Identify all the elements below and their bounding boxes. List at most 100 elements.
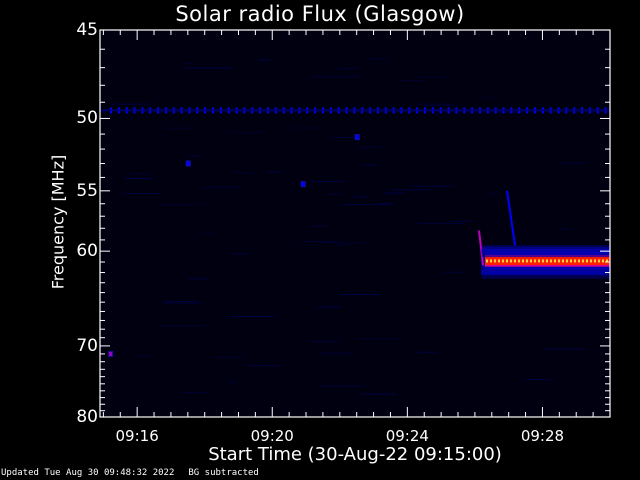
background-noise [189, 155, 201, 157]
burst-peak [606, 259, 608, 263]
background-noise [130, 173, 150, 175]
background-noise [203, 186, 241, 188]
burst-peak [550, 259, 552, 263]
background-noise [229, 316, 275, 317]
heatmap-layer [100, 58, 610, 395]
x-tick-label: 09:16 [115, 427, 159, 445]
background-noise [160, 325, 206, 327]
background-noise [413, 185, 454, 187]
background-noise [232, 253, 248, 255]
spot-4 [186, 161, 190, 166]
updated-timestamp: Updated Tue Aug 30 09:48:32 2022 [1, 468, 175, 478]
burst-band-lower-halo [481, 266, 610, 279]
background-noise [226, 132, 267, 134]
background-noise [338, 293, 381, 295]
background-noise [382, 192, 405, 194]
burst-peak [586, 259, 588, 263]
background-noise [337, 68, 359, 70]
background-noise [444, 271, 465, 273]
background-noise [479, 97, 497, 99]
background-noise [485, 193, 499, 194]
background-noise [389, 189, 430, 191]
background-noise [188, 278, 208, 280]
background-noise [181, 63, 195, 64]
burst-peak [578, 259, 580, 263]
spot-2 [301, 182, 305, 187]
background-noise [316, 306, 341, 308]
background-noise [417, 223, 465, 225]
background-noise [417, 351, 437, 353]
background-noise [268, 171, 282, 173]
background-noise [558, 162, 586, 164]
y-axis-title: Frequency [MHz] [48, 154, 68, 290]
burst-peak [490, 259, 492, 263]
background-noise [311, 180, 343, 182]
burst-onset-drift [478, 230, 485, 266]
background-noise [332, 137, 359, 138]
burst-peak [546, 259, 548, 263]
burst-peak [486, 259, 488, 263]
background-noise [196, 233, 219, 235]
background-noise [381, 203, 395, 205]
burst-peak [522, 259, 524, 263]
background-noise [341, 204, 387, 206]
background-noise [232, 172, 256, 174]
y-tick-label: 50 [76, 108, 98, 129]
background-noise [416, 103, 454, 105]
burst-peak [590, 259, 592, 263]
burst-peak [494, 259, 496, 263]
background-noise [415, 76, 446, 78]
burst-peak [602, 259, 604, 263]
background-noise [335, 244, 350, 246]
burst-peak [514, 259, 516, 263]
background-noise [122, 193, 161, 195]
x-axis-title: Start Time (30-Aug-22 09:15:00) [208, 444, 502, 465]
y-tick-label: 60 [76, 241, 98, 262]
interference-base [100, 109, 610, 112]
spot-3 [355, 135, 359, 140]
background-noise [357, 146, 382, 148]
background-noise [422, 104, 455, 106]
background-noise [310, 340, 339, 342]
background-noise [124, 178, 154, 179]
background-noise [137, 355, 151, 357]
x-tick-label: 09:20 [250, 427, 294, 445]
burst-peak [554, 259, 556, 263]
burst-peak [542, 259, 544, 263]
background-noise [246, 365, 281, 366]
background-noise [181, 392, 210, 393]
chart-title: Solar radio Flux (Glasgow) [175, 2, 465, 26]
background-noise [164, 301, 198, 303]
background-noise [525, 378, 551, 380]
background-noise [294, 127, 320, 129]
background-noise [111, 103, 150, 105]
burst-peak [502, 259, 504, 263]
y-tick-label: 80 [76, 407, 98, 427]
burst-peak [562, 259, 564, 263]
axes-layer [99, 29, 611, 418]
background-noise [560, 228, 572, 230]
background-noise [366, 58, 390, 60]
burst-peak [538, 259, 540, 263]
burst-peak [582, 259, 584, 263]
background-noise [214, 356, 244, 358]
burst-peak [530, 259, 532, 263]
x-tick-label: 09:28 [520, 427, 565, 445]
background-noise [161, 302, 206, 304]
background-noise [312, 225, 326, 227]
y-tick-label: 55 [76, 180, 98, 201]
background-noise [362, 164, 379, 166]
background-noise [165, 127, 194, 129]
burst-peak [574, 259, 576, 263]
interference-line [100, 107, 610, 114]
background-noise [361, 393, 397, 395]
burst-peak [558, 259, 560, 263]
burst-peak [518, 259, 520, 263]
burst-peak [498, 259, 500, 263]
background-noise [301, 241, 339, 242]
burst-band-upper-halo [481, 245, 610, 258]
background-noise [357, 338, 402, 340]
background-noise [319, 352, 353, 354]
background-noise [451, 220, 471, 222]
background-noise [258, 59, 272, 61]
